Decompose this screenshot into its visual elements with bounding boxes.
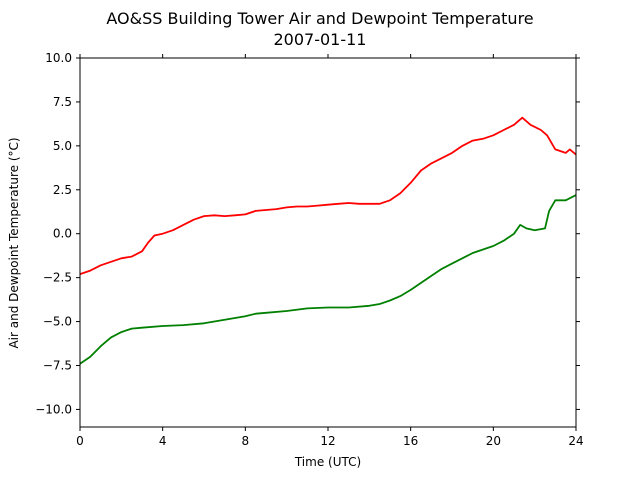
series-layer [79,116,577,365]
x-tick-label: 24 [568,434,583,448]
y-tick-label: −2.5 [43,271,72,285]
chart-title: AO&SS Building Tower Air and Dewpoint Te… [106,9,533,28]
x-axis-label: Time (UTC) [294,455,361,469]
y-axis: −10.0 −7.5 −5.0 −2.5 0.0 2.5 5.0 7.5 10.0 [35,51,580,416]
y-tick-label: −5.0 [43,315,72,329]
x-tick-label: 8 [242,434,250,448]
y-tick-label: 2.5 [53,183,72,197]
y-tick-label: 5.0 [53,139,72,153]
x-axis: 0 4 8 12 16 20 24 [76,54,584,448]
x-tick-label: 20 [486,434,501,448]
chart-subtitle: 2007-01-11 [274,30,367,49]
series-line-0 [79,116,577,275]
x-tick-label: 0 [76,434,84,448]
y-tick-label: 10.0 [45,51,72,65]
x-tick-label: 12 [320,434,335,448]
y-tick-label: 0.0 [53,227,72,241]
x-tick-label: 16 [403,434,418,448]
y-axis-label: Air and Dewpoint Temperature (°C) [7,137,21,348]
y-tick-label: 7.5 [53,95,72,109]
x-tick-label: 4 [159,434,167,448]
y-tick-label: −10.0 [35,402,72,416]
series-line-1 [79,194,577,365]
y-tick-label: −7.5 [43,359,72,373]
